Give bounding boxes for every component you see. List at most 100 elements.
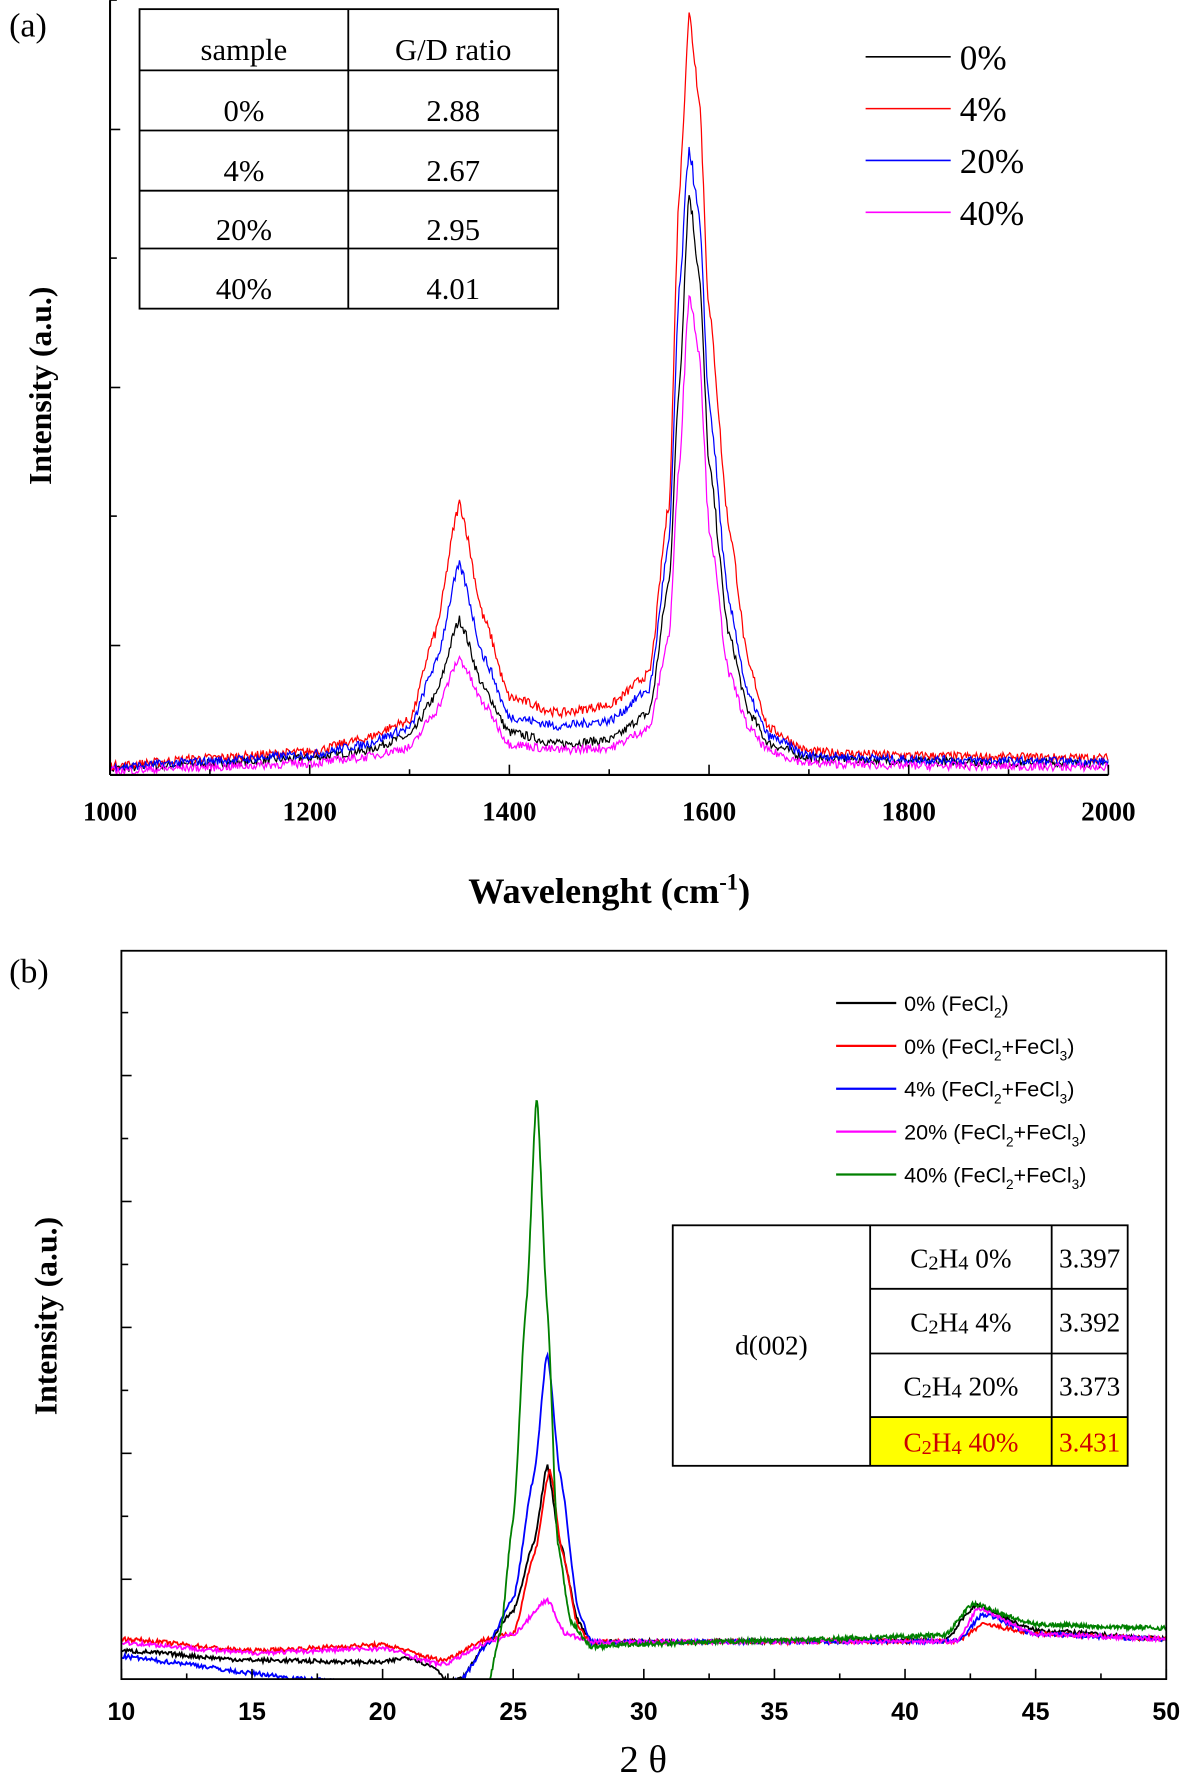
- text-part: 0%: [968, 1243, 1011, 1273]
- text-part: ): [1079, 1162, 1086, 1187]
- legend: 0% (FeCl2)0% (FeCl2+FeCl3)4% (FeCl2+FeCl…: [836, 991, 1086, 1192]
- subscript: 4: [958, 1253, 968, 1275]
- legend-label: 4% (FeCl2+FeCl3): [904, 1077, 1074, 1107]
- panel-label: (a): [9, 7, 47, 44]
- text-part: H: [939, 1307, 959, 1337]
- table-cell: 0%: [224, 94, 265, 128]
- x-tick-label: 45: [1022, 1698, 1050, 1726]
- text-part: +FeCl: [1002, 1034, 1060, 1059]
- series-line-3: [110, 294, 1109, 776]
- text-part: 0% (FeCl: [904, 1034, 994, 1059]
- value-cell: 3.392: [1059, 1307, 1120, 1337]
- subscript: 2: [922, 1381, 932, 1403]
- x-tick-label: 1200: [282, 796, 336, 826]
- highlighted-row: [870, 1417, 1128, 1466]
- text-part: C: [903, 1371, 921, 1401]
- text-part: 20% (FeCl: [904, 1120, 1006, 1145]
- gd-ratio-table: sample G/D ratio 0% 2.88 4% 2.67 20% 2.95 40% 4.0…: [138, 8, 560, 310]
- text-part: 40%: [962, 1428, 1019, 1458]
- legend-label: 4%: [960, 90, 1007, 129]
- series-line-4: [489, 1100, 1167, 1680]
- subscript: 3: [1072, 1134, 1080, 1149]
- row-header: d(002): [735, 1331, 808, 1361]
- legend-label: 40% (FeCl2+FeCl3): [904, 1162, 1086, 1192]
- subscript: 2: [928, 1253, 938, 1275]
- panel-a: (a) 1000 1200 1400 1600 1800 2000 Intensity (…: [9, 0, 1136, 911]
- x-axis-label: 2 θ: [620, 1739, 667, 1779]
- x-tick-label: 35: [761, 1698, 789, 1726]
- text-part: ): [1067, 1077, 1074, 1102]
- x-tick-label: 2000: [1081, 796, 1135, 826]
- table-cell: 4%: [224, 154, 265, 188]
- subscript: 4: [951, 1437, 961, 1459]
- text-part: ): [1067, 1034, 1074, 1059]
- text-part: 0% (FeCl: [904, 991, 994, 1016]
- x-axis-label: Wavelenght (cm-1): [468, 870, 750, 912]
- panel-b: (b) 10 15 20 25 30 35 40 45 50 Intensity (a.u.) …: [9, 949, 1180, 1779]
- text-part: +FeCl: [1002, 1077, 1060, 1102]
- legend-label: 20%: [960, 142, 1024, 181]
- x-tick-label: 30: [630, 1698, 658, 1726]
- text-part: H: [939, 1243, 959, 1273]
- table-border: [671, 1224, 1129, 1467]
- x-tick-label: 15: [238, 1698, 266, 1726]
- sample-cell: C2H4 20%: [903, 1371, 1018, 1402]
- series-group: [110, 12, 1109, 776]
- value-cell: 3.431: [1059, 1428, 1120, 1458]
- text-part: H: [932, 1371, 952, 1401]
- series-line-3: [121, 1596, 1167, 1669]
- legend-label: 0%: [960, 38, 1007, 77]
- table-cell: 2.95: [426, 213, 480, 247]
- text-part: ): [1002, 991, 1009, 1016]
- sample-cell: C2H4 0%: [910, 1243, 1011, 1274]
- panel-label: (b): [9, 954, 49, 991]
- legend-label: 40%: [960, 194, 1024, 233]
- subscript: 3: [1060, 1049, 1068, 1064]
- legend-label: 0% (FeCl2): [904, 991, 1009, 1021]
- subscript: 2: [994, 1091, 1002, 1106]
- y-axis-label: Intensity (a.u.): [23, 287, 58, 485]
- table-cell: 4.01: [426, 272, 480, 306]
- x-tick-label: 40: [891, 1698, 919, 1726]
- x-tick-label: 1800: [882, 796, 936, 826]
- x-tick-label: 20: [369, 1698, 397, 1726]
- value-cell: 3.397: [1059, 1243, 1120, 1273]
- subscript: 4: [951, 1381, 961, 1403]
- subscript: 2: [994, 1006, 1002, 1021]
- text-part: C: [903, 1428, 921, 1458]
- text-part: 4% (FeCl: [904, 1077, 994, 1102]
- value-cell: 3.373: [1059, 1371, 1120, 1401]
- text-part: C: [910, 1307, 928, 1337]
- table-header: sample: [201, 33, 288, 67]
- axes: 1000 1200 1400 1600 1800 2000: [83, 0, 1136, 826]
- series-group: [121, 1100, 1167, 1680]
- y-axis-label: Intensity (a.u.): [29, 1217, 64, 1415]
- subscript: 2: [922, 1437, 932, 1459]
- legend-label: 20% (FeCl2+FeCl3): [904, 1120, 1086, 1150]
- text-part: 20%: [962, 1371, 1019, 1401]
- text-part: C: [910, 1243, 928, 1273]
- sample-cell: C2H4 40%: [903, 1428, 1018, 1459]
- table-cell: 20%: [216, 213, 272, 247]
- legend: 0% 4% 20% 40%: [865, 38, 1024, 233]
- series-line-1: [110, 12, 1109, 771]
- axes: 10 15 20 25 30 35 40 45 50: [108, 1011, 1180, 1726]
- subscript: 2: [928, 1317, 938, 1339]
- table-cell: 40%: [216, 272, 272, 306]
- legend-label: 0% (FeCl2+FeCl3): [904, 1034, 1074, 1064]
- subscript: 4: [958, 1317, 968, 1339]
- x-tick-label: 10: [108, 1698, 136, 1726]
- table-cell: 2.88: [426, 94, 480, 128]
- x-tick-label: 1600: [682, 796, 736, 826]
- subscript: 2: [994, 1049, 1002, 1064]
- subscript: 3: [1072, 1177, 1080, 1192]
- text-part: H: [932, 1428, 952, 1458]
- sample-cell: C2H4 4%: [910, 1307, 1011, 1338]
- series-line-2: [110, 146, 1109, 773]
- x-tick-label: 1400: [482, 796, 536, 826]
- x-tick-label: 1000: [83, 796, 137, 826]
- subscript: 2: [1006, 1177, 1014, 1192]
- table-header: G/D ratio: [395, 33, 512, 67]
